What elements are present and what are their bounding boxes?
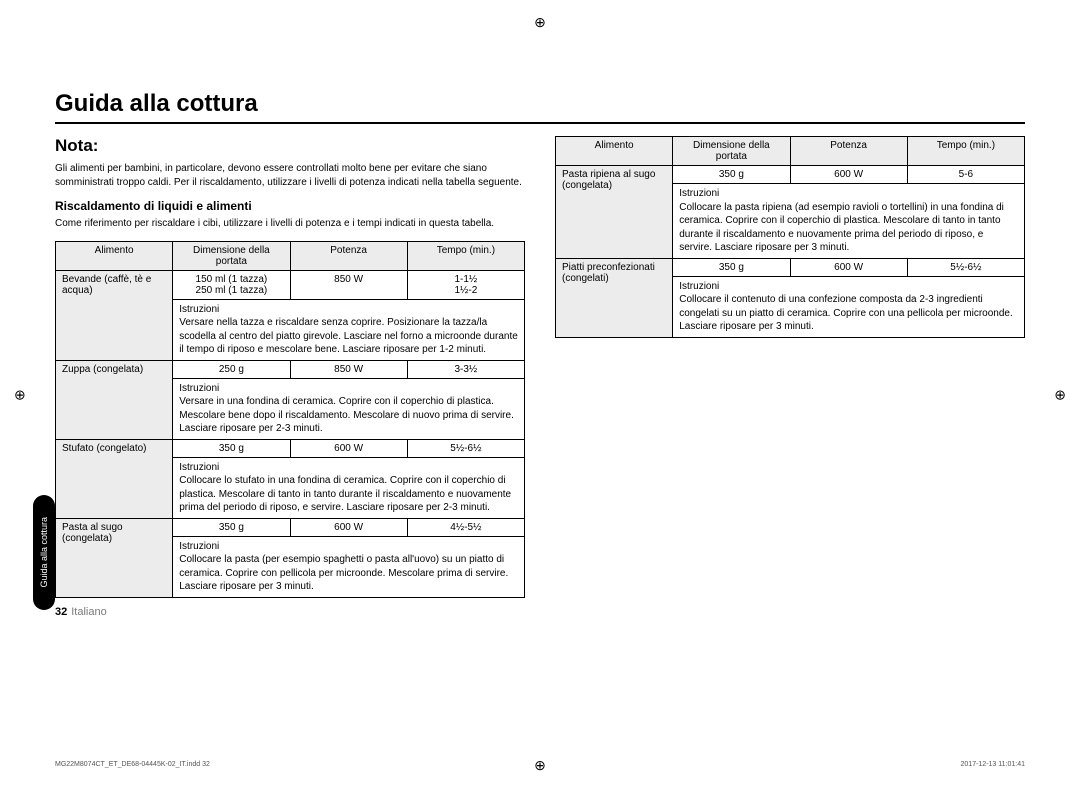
- instr-label: Istruzioni: [179, 382, 518, 396]
- cell-instructions: Istruzioni Collocare lo stufato in una f…: [173, 457, 525, 518]
- nota-body: Gli alimenti per bambini, in particolare…: [55, 162, 525, 189]
- footer: MG22M8074CT_ET_DE68-04445K-02_IT.indd 32…: [55, 761, 1025, 768]
- cell-food-name: Pasta ripiena al sugo (congelata): [556, 166, 673, 259]
- page-number: 32: [55, 606, 67, 618]
- cell-time: 4½-5½: [407, 518, 524, 536]
- table-row: Stufato (congelato) 350 g 600 W 5½-6½: [56, 439, 525, 457]
- instr-label: Istruzioni: [179, 303, 518, 317]
- th-portion: Dimensione della portata: [173, 241, 290, 270]
- cell-food-name: Bevande (caffè, tè e acqua): [56, 270, 173, 360]
- right-column: Alimento Dimensione della portata Potenz…: [555, 136, 1025, 618]
- sub-heading: Riscaldamento di liquidi e alimenti: [55, 199, 525, 213]
- th-portion: Dimensione della portata: [673, 137, 790, 166]
- time-line: 1½-2: [414, 285, 518, 296]
- cell-instructions: Istruzioni Versare nella tazza e riscald…: [173, 299, 525, 360]
- cell-power: 600 W: [290, 439, 407, 457]
- cell-time: 3-3½: [407, 360, 524, 378]
- cell-portion: 350 g: [173, 518, 290, 536]
- food-table-left: Alimento Dimensione della portata Potenz…: [55, 241, 525, 598]
- instr-text: Collocare la pasta ripiena (ad esempio r…: [679, 201, 1018, 255]
- instr-text: Collocare il contenuto di una confezione…: [679, 293, 1018, 334]
- table-row: Bevande (caffè, tè e acqua) 150 ml (1 ta…: [56, 270, 525, 299]
- two-column-layout: Nota: Gli alimenti per bambini, in parti…: [55, 136, 1025, 618]
- cell-power: 850 W: [290, 360, 407, 378]
- th-power: Potenza: [290, 241, 407, 270]
- page-language: Italiano: [71, 606, 106, 618]
- instr-label: Istruzioni: [679, 187, 1018, 201]
- table-row: Piatti preconfezionati (congelati) 350 g…: [556, 258, 1025, 276]
- cell-instructions: Istruzioni Collocare la pasta ripiena (a…: [673, 184, 1025, 259]
- instr-text: Collocare lo stufato in una fondina di c…: [179, 474, 518, 515]
- table-row: Zuppa (congelata) 250 g 850 W 3-3½: [56, 360, 525, 378]
- footer-timestamp: 2017-12-13 11:01:41: [961, 761, 1025, 768]
- cell-instructions: Istruzioni Collocare la pasta (per esemp…: [173, 536, 525, 597]
- instr-text: Versare nella tazza e riscaldare senza c…: [179, 316, 518, 357]
- cell-portion: 350 g: [673, 258, 790, 276]
- cell-portion: 350 g: [173, 439, 290, 457]
- instr-label: Istruzioni: [679, 280, 1018, 294]
- table-header-row: Alimento Dimensione della portata Potenz…: [556, 137, 1025, 166]
- instr-text: Versare in una fondina di ceramica. Copr…: [179, 395, 518, 436]
- th-time: Tempo (min.): [907, 137, 1024, 166]
- page-title: Guida alla cottura: [55, 90, 1025, 118]
- sub-body: Come riferimento per riscaldare i cibi, …: [55, 217, 525, 231]
- cell-power: 850 W: [290, 270, 407, 299]
- cell-food-name: Piatti preconfezionati (congelati): [556, 258, 673, 337]
- food-table-right: Alimento Dimensione della portata Potenz…: [555, 136, 1025, 338]
- cell-time: 1-1½ 1½-2: [407, 270, 524, 299]
- table-row: Pasta al sugo (congelata) 350 g 600 W 4½…: [56, 518, 525, 536]
- instr-text: Collocare la pasta (per esempio spaghett…: [179, 553, 518, 594]
- cell-power: 600 W: [290, 518, 407, 536]
- portion-line: 250 ml (1 tazza): [179, 285, 283, 296]
- cell-food-name: Stufato (congelato): [56, 439, 173, 518]
- cell-portion: 150 ml (1 tazza) 250 ml (1 tazza): [173, 270, 290, 299]
- th-food: Alimento: [56, 241, 173, 270]
- page-content: Guida alla cottura Nota: Gli alimenti pe…: [0, 0, 1080, 790]
- instr-label: Istruzioni: [179, 461, 518, 475]
- title-rule: [55, 122, 1025, 124]
- cell-instructions: Istruzioni Versare in una fondina di cer…: [173, 378, 525, 439]
- th-time: Tempo (min.): [407, 241, 524, 270]
- table-row: Pasta ripiena al sugo (congelata) 350 g …: [556, 166, 1025, 184]
- table-header-row: Alimento Dimensione della portata Potenz…: [56, 241, 525, 270]
- cell-food-name: Pasta al sugo (congelata): [56, 518, 173, 597]
- page-number-line: 32 Italiano: [55, 606, 525, 618]
- cell-power: 600 W: [790, 166, 907, 184]
- portion-line: 150 ml (1 tazza): [179, 274, 283, 285]
- th-food: Alimento: [556, 137, 673, 166]
- time-line: 1-1½: [414, 274, 518, 285]
- cell-time: 5-6: [907, 166, 1024, 184]
- cell-time: 5½-6½: [407, 439, 524, 457]
- cell-portion: 250 g: [173, 360, 290, 378]
- th-power: Potenza: [790, 137, 907, 166]
- cell-instructions: Istruzioni Collocare il contenuto di una…: [673, 276, 1025, 337]
- footer-filename: MG22M8074CT_ET_DE68-04445K-02_IT.indd 32: [55, 761, 210, 768]
- cell-portion: 350 g: [673, 166, 790, 184]
- cell-time: 5½-6½: [907, 258, 1024, 276]
- nota-heading: Nota:: [55, 136, 525, 156]
- cell-power: 600 W: [790, 258, 907, 276]
- instr-label: Istruzioni: [179, 540, 518, 554]
- cell-food-name: Zuppa (congelata): [56, 360, 173, 439]
- left-column: Nota: Gli alimenti per bambini, in parti…: [55, 136, 525, 618]
